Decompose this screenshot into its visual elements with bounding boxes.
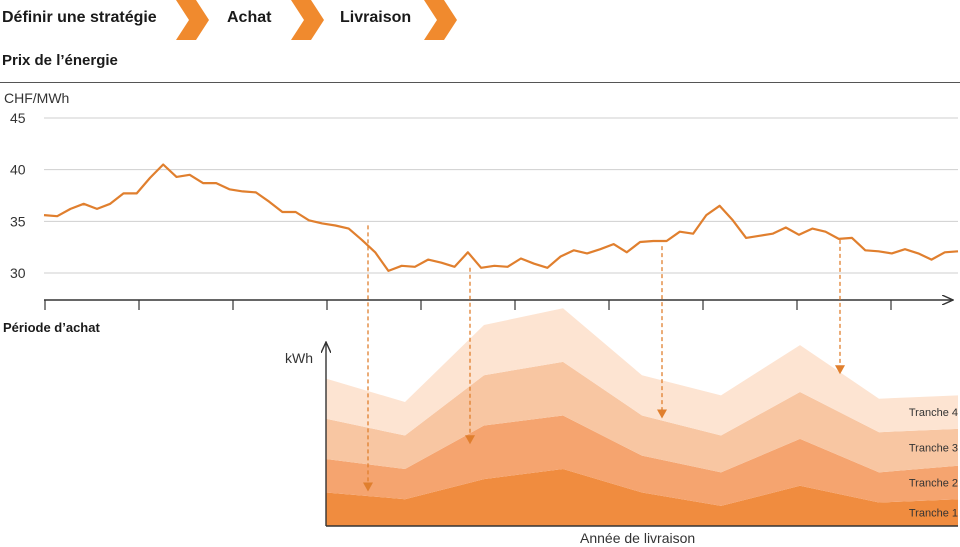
price-y-axis-label: CHF/MWh	[4, 90, 69, 106]
legend-tranche-4: Tranche 4	[909, 407, 958, 419]
step-purchase: Achat	[227, 9, 272, 26]
drop-arrow-head	[363, 482, 373, 492]
chevron-right-icon	[176, 0, 209, 40]
step-delivery: Livraison	[340, 9, 412, 26]
y-tick-label: 45	[10, 110, 26, 126]
legend-tranche-1: Tranche 1	[909, 508, 958, 520]
drop-arrow-head	[657, 409, 667, 419]
step-define-strategy: Définir une stratégie	[2, 9, 157, 26]
area-tranche-3	[326, 361, 958, 473]
process-steps: Définir une stratégie Achat Livraison	[0, 0, 960, 40]
chart-title: Prix de l’énergie	[2, 52, 118, 69]
y-tick-label: 30	[10, 265, 26, 281]
legend-tranche-2: Tranche 2	[909, 477, 958, 489]
purchase-period-label: Période d’achat	[3, 320, 100, 335]
area-tranche-4	[326, 308, 958, 436]
drop-arrow-head	[465, 435, 475, 445]
drop-arrow-head	[835, 365, 845, 375]
price-series-line	[43, 163, 959, 272]
delivery-year-label: Année de livraison	[580, 530, 695, 546]
y-tick-label: 40	[10, 162, 26, 178]
legend-tranche-3: Tranche 3	[909, 442, 958, 454]
chevron-right-icon	[424, 0, 457, 40]
kwh-axis-label: kWh	[285, 350, 313, 366]
title-divider	[0, 82, 960, 83]
y-tick-label: 35	[10, 213, 26, 229]
area-tranche-2	[326, 415, 958, 506]
area-tranche-1	[326, 469, 958, 526]
chevron-right-icon	[291, 0, 324, 40]
